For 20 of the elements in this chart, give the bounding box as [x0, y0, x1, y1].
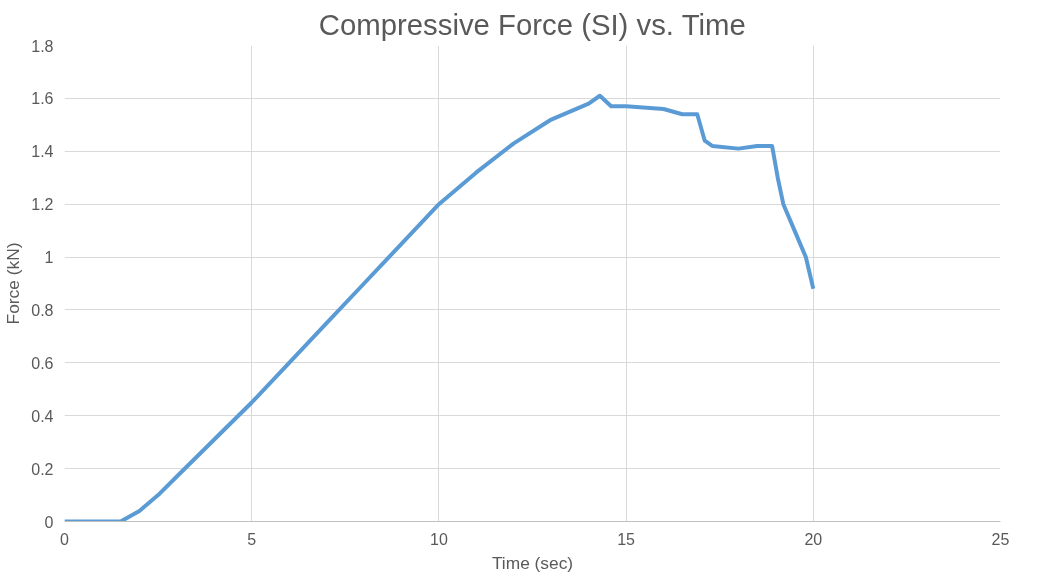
x-axis-title: Time (sec)	[491, 552, 574, 573]
y-tick-label: 0.6	[31, 354, 54, 372]
x-tick-label: 25	[991, 530, 1010, 548]
y-tick-label: 0.2	[31, 460, 54, 478]
y-tick-label: 1	[44, 249, 54, 267]
line-series	[64, 93, 816, 522]
y-tick-label: 1.6	[31, 90, 54, 108]
y-tick-label: 1.4	[31, 143, 54, 161]
y-tick-label: 0.8	[31, 301, 54, 319]
y-tick-label: 1.8	[31, 37, 54, 55]
y-tick-label: 0	[44, 513, 54, 531]
x-tick-label: 5	[247, 530, 257, 548]
y-tick-label: 0.4	[31, 407, 54, 425]
x-tick-label: 15	[617, 530, 636, 548]
y-tick-label: 1.2	[31, 196, 54, 214]
x-tick-label: 0	[60, 530, 70, 548]
chart-title: Compressive Force (SI) vs. Time	[318, 7, 746, 41]
x-tick-label: 10	[430, 530, 448, 548]
y-axis-title: Force (kN)	[3, 242, 24, 325]
x-tick-label: 20	[804, 530, 823, 548]
